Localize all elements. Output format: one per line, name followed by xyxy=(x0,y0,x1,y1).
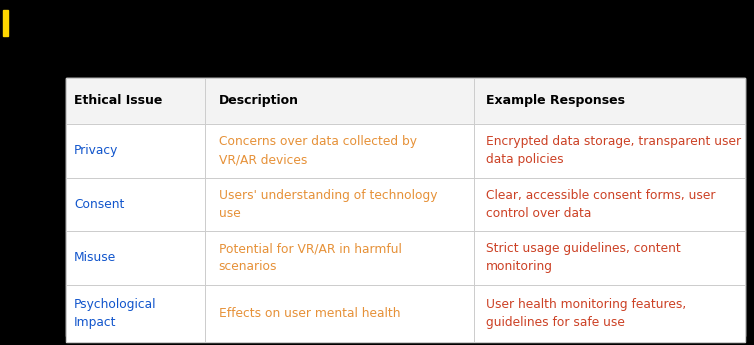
Bar xyxy=(0,0,754,78)
Text: Impact: Impact xyxy=(74,316,116,328)
Text: Description: Description xyxy=(219,95,299,107)
Text: User health monitoring features,: User health monitoring features, xyxy=(486,298,687,310)
Text: Strict usage guidelines, content: Strict usage guidelines, content xyxy=(486,243,681,255)
Text: Encrypted data storage, transparent user: Encrypted data storage, transparent user xyxy=(486,136,741,148)
Text: control over data: control over data xyxy=(486,207,592,220)
Text: Users' understanding of technology: Users' understanding of technology xyxy=(219,189,437,202)
Text: scenarios: scenarios xyxy=(219,260,277,273)
Text: Clear, accessible consent forms, user: Clear, accessible consent forms, user xyxy=(486,189,716,202)
Text: Privacy: Privacy xyxy=(74,145,118,157)
Bar xyxy=(66,78,745,336)
Text: Misuse: Misuse xyxy=(74,252,116,264)
Text: data policies: data policies xyxy=(486,154,564,166)
Bar xyxy=(66,231,745,285)
Bar xyxy=(3,10,8,36)
Text: Psychological: Psychological xyxy=(74,298,156,310)
Text: Consent: Consent xyxy=(74,198,124,211)
Text: Effects on user mental health: Effects on user mental health xyxy=(219,307,400,319)
Bar xyxy=(66,124,745,178)
Text: guidelines for safe use: guidelines for safe use xyxy=(486,316,625,328)
Text: Ethical Issue: Ethical Issue xyxy=(74,95,162,107)
Bar xyxy=(66,178,745,231)
Bar xyxy=(66,78,745,124)
Text: Concerns over data collected by: Concerns over data collected by xyxy=(219,136,417,148)
Bar xyxy=(66,285,745,342)
Text: monitoring: monitoring xyxy=(486,260,553,273)
Text: use: use xyxy=(219,207,241,220)
Text: Potential for VR/AR in harmful: Potential for VR/AR in harmful xyxy=(219,243,402,255)
Text: Example Responses: Example Responses xyxy=(486,95,625,107)
Text: VR/AR devices: VR/AR devices xyxy=(219,154,307,166)
